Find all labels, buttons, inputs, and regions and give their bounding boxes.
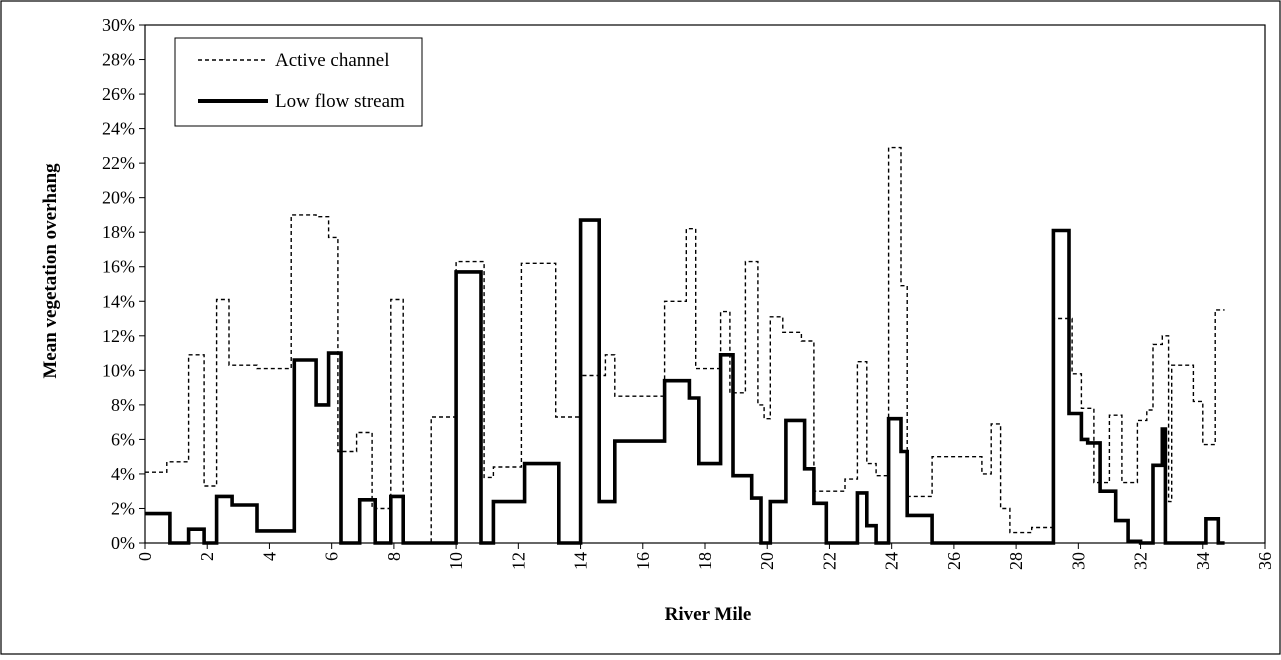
x-tick-label: 12 [508,552,528,570]
x-tick-label: 0 [135,552,155,561]
x-tick-label: 36 [1255,552,1275,570]
legend: Active channel Low flow stream [174,37,423,127]
y-tick-label: 8% [111,395,135,415]
x-tick-label: 10 [446,552,466,570]
x-tick-label: 20 [757,552,777,570]
x-tick-label: 14 [571,552,591,570]
y-tick-label: 10% [102,360,135,380]
y-tick-label: 18% [102,222,135,242]
series-lines [145,146,1225,545]
y-tick-label: 22% [102,153,135,173]
y-tick-label: 2% [111,498,135,518]
y-tick-label: 24% [102,119,135,139]
legend-label-low-flow-stream: Low flow stream [275,91,405,112]
x-tick-label: 18 [695,552,715,570]
x-tick-label: 8 [384,552,404,561]
y-tick-label: 6% [111,429,135,449]
y-tick-label: 4% [111,464,135,484]
x-tick-label: 2 [197,552,217,561]
x-tick-label: 24 [882,552,902,570]
x-tick-label: 30 [1068,552,1088,570]
legend-box [174,37,423,127]
x-tick-label: 26 [944,552,964,570]
y-tick-label: 20% [102,188,135,208]
y-tick-label: 14% [102,291,135,311]
x-tick-label: 22 [819,552,839,570]
x-axis-title: River Mile [665,604,752,625]
y-tick-label: 28% [102,50,135,70]
x-tick-label: 6 [322,552,342,561]
x-tick-label: 16 [633,552,653,570]
series-line-active-channel [145,146,1225,544]
y-tick-label: 12% [102,326,135,346]
x-tick-label: 32 [1131,552,1151,570]
x-tick-label: 28 [1006,552,1026,570]
y-tick-label: 16% [102,257,135,277]
y-axis-title: Mean vegetation overhang [40,163,61,379]
series-line-low-flow-stream [145,218,1225,545]
x-tick-label: 34 [1193,552,1213,570]
x-tick-label: 4 [259,552,279,561]
axis-ticks: 0% 2% 4% 6% 8% 10% 12% 14% 16% 18% 20% 22% 24% 26% 28%… [102,15,1275,570]
y-tick-label: 26% [102,84,135,104]
y-tick-label: 0% [111,533,135,553]
legend-label-active-channel: Active channel [275,50,389,71]
y-tick-label: 30% [102,15,135,35]
